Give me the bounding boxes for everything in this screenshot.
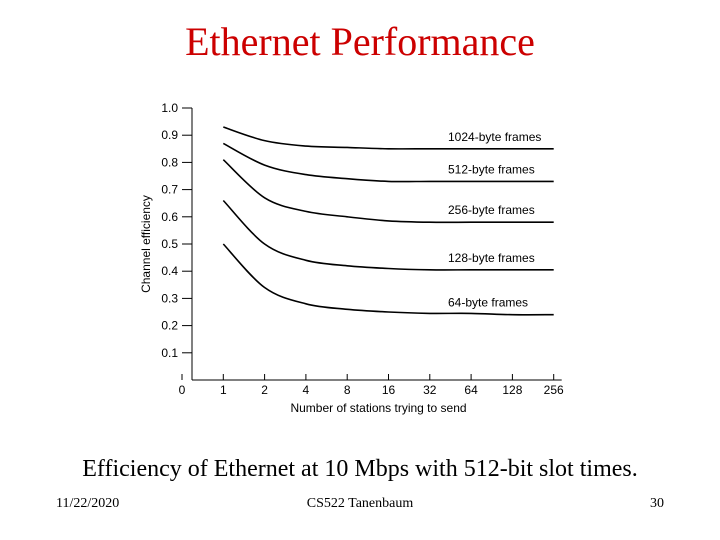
series-line-0 (223, 126, 554, 150)
chart-labels: 0.1 0.2 0.3 0.4 0.5 0.6 0.7 0.8 0.9 1.0 0 1 2 4 8 16 32 6… (139, 101, 564, 415)
efficiency-chart: 0.1 0.2 0.3 0.4 0.5 0.6 0.7 0.8 0.9 1.0 0 1 2 4 8 16 32 6… (139, 101, 564, 415)
series-line-1 (222, 142, 554, 183)
slide-title: Ethernet Performance (185, 19, 535, 64)
series-label-0: 1024-byte frames (448, 130, 541, 144)
chart-caption: Efficiency of Ethernet at 10 Mbps with 5… (82, 456, 638, 482)
footer-course: CS522 Tanenbaum (306, 496, 414, 511)
y-axis-title: Channel efficiency (139, 195, 153, 293)
y-tick-label: 0.4 (161, 264, 178, 278)
series-label-2: 256-byte frames (448, 203, 535, 217)
series-label-4: 64-byte frames (448, 296, 528, 310)
y-tick-label: 1.0 (161, 101, 178, 115)
x-tick-label: 32 (423, 383, 437, 397)
y-tick-label: 0.1 (161, 346, 178, 360)
series-line-3 (222, 199, 554, 271)
chart-axes (181, 107, 562, 381)
series-line-4 (222, 243, 554, 316)
y-tick-label: 0.2 (161, 319, 178, 333)
x-tick-label: 256 (544, 383, 564, 397)
series-label-1: 512-byte frames (448, 162, 535, 176)
x-tick-label: 16 (382, 383, 396, 397)
x-tick-label: 0 (179, 383, 186, 397)
y-tick-label: 0.9 (161, 128, 178, 142)
series-label-3: 128-byte frames (448, 251, 535, 265)
footer-date: 11/22/2020 (56, 496, 120, 511)
y-tick-label: 0.7 (161, 183, 178, 197)
series-line-2 (222, 159, 554, 224)
y-tick-label: 0.3 (161, 291, 178, 305)
x-tick-label: 128 (502, 383, 522, 397)
x-tick-label: 2 (261, 383, 268, 397)
x-tick-label: 64 (464, 383, 478, 397)
x-axis-title: Number of stations trying to send (290, 401, 466, 415)
footer-page-number: 30 (650, 496, 664, 511)
y-tick-label: 0.5 (161, 237, 178, 251)
y-tick-label: 0.8 (161, 155, 178, 169)
x-tick-label: 4 (303, 383, 310, 397)
x-tick-label: 8 (344, 383, 351, 397)
chart-marks (222, 126, 554, 316)
y-tick-label: 0.6 (161, 210, 178, 224)
x-tick-label: 1 (220, 383, 227, 397)
